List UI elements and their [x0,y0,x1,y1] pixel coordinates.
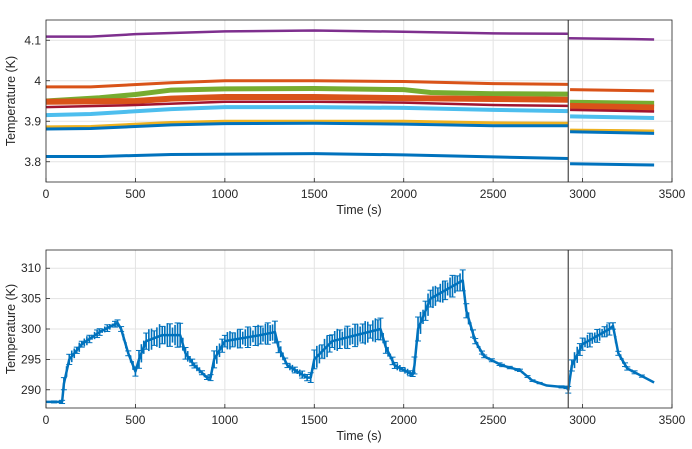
series-orange-1-line [46,79,569,89]
y-tick-label: 295 [21,352,41,366]
x-tick-label: 3000 [569,413,596,427]
x-tick-label: 2500 [480,413,507,427]
x-tick-label: 500 [125,187,145,201]
x-axis-label: Time (s) [336,203,381,217]
axes-box [45,19,673,183]
x-tick-label: 2500 [480,187,507,201]
x-tick-label: 1000 [212,413,239,427]
bottom-axes: 0 500 1000 1500 2000 2500 3000 3500 290 295 300 305… [4,249,686,443]
y-axis-label: Temperature (K) [4,56,18,146]
series-light-blue-line [570,114,655,121]
y-tick-label: 3.9 [24,114,41,128]
series-yellow-line [570,128,655,133]
x-tick-label: 0 [43,413,50,427]
x-tick-label: 1500 [301,413,328,427]
y-tick-label: 305 [21,292,41,306]
y-tick-label: 310 [21,261,41,275]
series-dark-red-line [570,108,655,113]
x-tick-label: 3500 [659,413,686,427]
series-purple-line [46,29,569,38]
x-tick-label: 3000 [569,187,596,201]
series-green-line [45,85,569,104]
series-green-line [570,99,655,106]
x-tick-label: 1000 [212,187,239,201]
y-tick-label: 300 [21,322,41,336]
y-tick-label: 3.8 [24,155,41,169]
series-orange-2-line [569,102,655,111]
series-orange-1-line [570,88,655,93]
series-light-blue-line [45,105,569,118]
x-tick-label: 2000 [390,413,417,427]
series-blue-2-line [570,162,655,167]
series-yellow-line [45,119,569,129]
y-axis-label: Temperature (K) [4,284,18,374]
x-tick-label: 2000 [390,187,417,201]
y-tick-label: 290 [21,383,41,397]
x-tick-label: 0 [43,187,50,201]
series-blue-1-line [570,130,655,135]
series-blue-1-line [45,121,569,131]
y-tick-label: 4.1 [24,33,41,47]
series-dark-red-line [45,100,569,109]
x-tick-label: 3500 [659,187,686,201]
series-blue-2-line [46,152,569,161]
series-orange-2-line [45,93,569,105]
top-axes: 0 500 1000 1500 2000 2500 3000 3500 3.8 3.9 4 4.1 Ti… [4,19,686,217]
series-blue-line [46,279,655,404]
x-tick-label: 500 [125,413,145,427]
series-purple-line [568,36,655,41]
x-tick-label: 1500 [301,187,328,201]
x-axis-label: Time (s) [336,429,381,443]
y-tick-label: 4 [34,74,41,88]
